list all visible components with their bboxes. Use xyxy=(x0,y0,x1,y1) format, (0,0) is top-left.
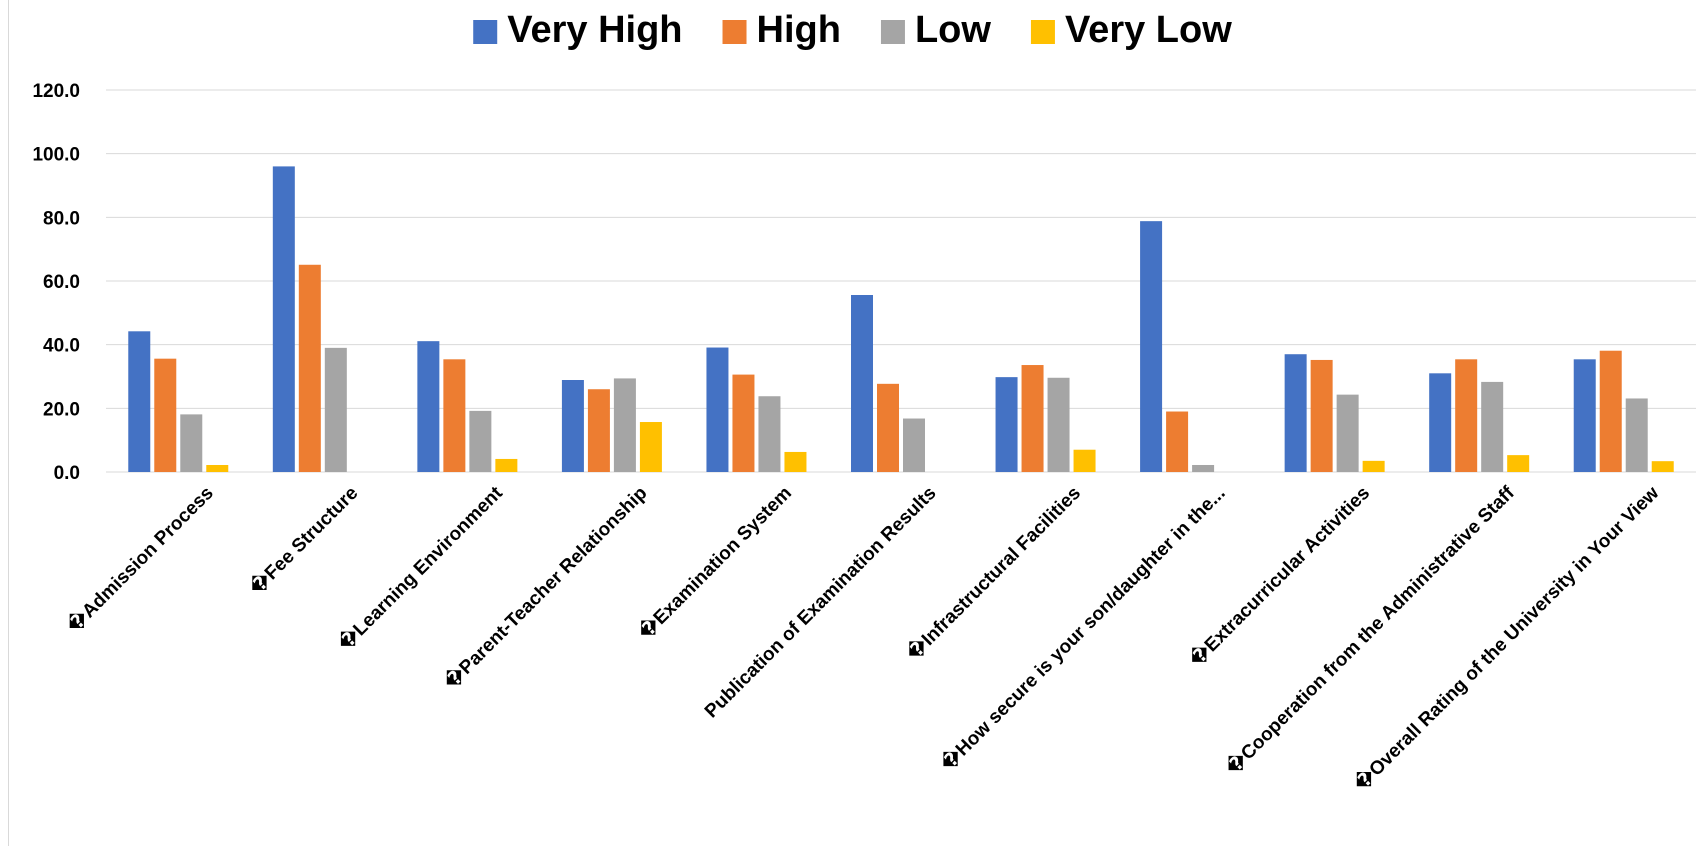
bar-very-low xyxy=(1073,449,1096,472)
legend-label: High xyxy=(757,9,841,51)
bar-low xyxy=(1625,398,1648,472)
y-tick-label: 60.0 xyxy=(43,272,80,293)
x-tick-label: Publication of Examination Results xyxy=(701,483,941,723)
bar-high xyxy=(1166,411,1189,472)
bar-low xyxy=(1481,381,1504,472)
x-tick-label: �Examination System xyxy=(633,481,796,644)
bar-high xyxy=(732,374,755,472)
bar-very-high xyxy=(417,341,440,472)
x-tick-label: �How secure is your son/daughter in the.… xyxy=(936,481,1230,775)
legend-label: Very High xyxy=(507,9,682,51)
x-tick-label: �Fee Structure xyxy=(245,481,363,599)
bar-very-high xyxy=(1140,221,1163,472)
bar-very-high xyxy=(851,295,873,472)
bar-very-low xyxy=(639,422,662,472)
bar-very-high xyxy=(1573,359,1596,472)
y-tick-label: 100.0 xyxy=(32,145,80,166)
y-tick-label: 0.0 xyxy=(54,463,80,484)
bar-very-high xyxy=(1284,354,1307,472)
bar-low xyxy=(469,410,492,472)
y-tick-label: 120.0 xyxy=(32,81,80,102)
bar-very-high xyxy=(1429,373,1452,472)
legend-swatch-low xyxy=(880,20,905,44)
legend-swatch-high xyxy=(722,20,747,44)
x-tick-label: �Overall Rating of the University in You… xyxy=(1349,481,1663,795)
bar-very-low xyxy=(1507,455,1530,472)
bar-very-low xyxy=(1651,461,1674,472)
y-tick-label: 20.0 xyxy=(43,399,80,420)
bar-very-low xyxy=(1362,460,1385,472)
bar-very-high xyxy=(128,331,151,472)
bar-low xyxy=(324,347,347,472)
y-tick-label: 40.0 xyxy=(43,336,80,357)
bar-low xyxy=(903,418,925,472)
bar-high xyxy=(1021,365,1044,472)
bar-high xyxy=(154,358,177,472)
bar-high xyxy=(587,389,610,472)
bar-very-low xyxy=(784,451,807,472)
bar-low xyxy=(1336,394,1359,472)
bar-high xyxy=(1455,359,1478,472)
bar-very-high xyxy=(706,347,729,472)
bar-high xyxy=(1599,350,1622,472)
x-tick-label: �Admission Process xyxy=(62,481,218,637)
bar-high xyxy=(443,359,466,472)
bar-very-high xyxy=(995,377,1018,472)
bar-low xyxy=(758,396,781,472)
legend-swatch-very-low xyxy=(1030,20,1055,44)
bar-very-low xyxy=(495,458,518,472)
legend-label: Very Low xyxy=(1065,9,1232,51)
bar-high xyxy=(298,264,321,472)
bar-low xyxy=(1192,464,1215,472)
bar-very-high xyxy=(561,380,584,472)
legend-swatch-very-high xyxy=(473,20,498,44)
x-tick-label: �Learning Environment xyxy=(333,481,507,655)
bar-very-low xyxy=(206,464,229,472)
x-tick-label: �Cooperation from the Administrative Sta… xyxy=(1221,481,1519,779)
bar-high xyxy=(877,383,899,472)
bar-low xyxy=(613,378,636,472)
legend-label: Low xyxy=(915,9,991,51)
bar-low xyxy=(1047,377,1070,472)
bar-low xyxy=(180,414,203,472)
bar-very-high xyxy=(272,166,295,472)
chart-left-border xyxy=(8,0,9,846)
bar-high xyxy=(1310,359,1333,472)
y-tick-label: 80.0 xyxy=(43,208,80,229)
